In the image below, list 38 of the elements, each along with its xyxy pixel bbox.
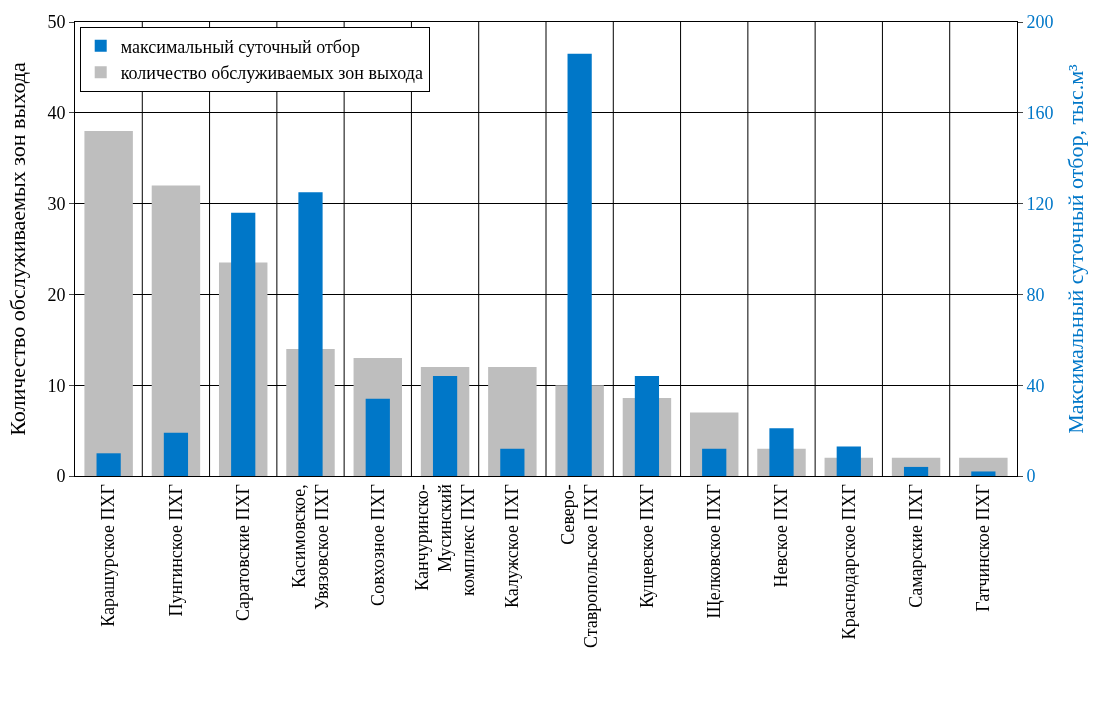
bar xyxy=(151,185,201,476)
x-tick-label: Гатчинское ПХГ xyxy=(973,484,994,612)
x-tick-label: Кущевское ПХГ xyxy=(636,484,657,609)
x-tick-label: Совхозное ПХГ xyxy=(367,484,388,606)
legend-label: количество обслуживаемых зон выхода xyxy=(120,63,424,84)
bar xyxy=(84,130,133,476)
bar xyxy=(903,466,929,476)
x-tick-label: Канчуринско- Мусинский комплекс ПХГ xyxy=(411,483,479,596)
y2-tick-label: 40 xyxy=(1026,375,1045,396)
y-tick-label: 30 xyxy=(47,193,66,214)
bar xyxy=(971,471,996,476)
y2-tick-label: 0 xyxy=(1026,466,1036,487)
y-axis-title: Количество обслуживаемых зон выхода xyxy=(5,62,31,436)
y2-tick-label: 80 xyxy=(1026,284,1045,305)
y2-tick-label: 160 xyxy=(1026,103,1054,124)
bar xyxy=(365,398,390,476)
x-tick-label: Щелковское ПХГ xyxy=(704,484,725,619)
x-tick-label: Краснодарское ПХГ xyxy=(838,484,859,640)
legend-label: максимальный суточный отбор xyxy=(120,36,360,57)
y2-tick-label: 120 xyxy=(1026,193,1054,214)
y2-axis-title: Максимальный суточный отбор, тыс.м³ xyxy=(1063,63,1089,434)
x-tick-label: Самарские ПХГ xyxy=(905,484,926,608)
x-tick-label: Пунгинское ПХГ xyxy=(165,484,186,617)
y-tick-label: 10 xyxy=(47,375,66,396)
y2-tick-label: 200 xyxy=(1026,12,1054,33)
bar xyxy=(500,448,525,476)
y-tick-label: 50 xyxy=(47,12,66,33)
x-tick-label: Саратовские ПХГ xyxy=(233,484,254,622)
x-tick-label: Карашурское ПХГ xyxy=(98,484,119,627)
y-tick-label: 20 xyxy=(47,284,66,305)
x-tick-label: Невское ПХГ xyxy=(771,484,792,588)
bar xyxy=(702,448,727,476)
bar xyxy=(163,432,189,476)
x-tick-label: Калужское ПХГ xyxy=(502,484,523,608)
x-tick-label: Касимовское, Увязовское ПХГ xyxy=(288,484,333,610)
y-tick-label: 0 xyxy=(56,466,66,487)
bar xyxy=(96,453,121,476)
y-tick-label: 40 xyxy=(47,103,66,124)
